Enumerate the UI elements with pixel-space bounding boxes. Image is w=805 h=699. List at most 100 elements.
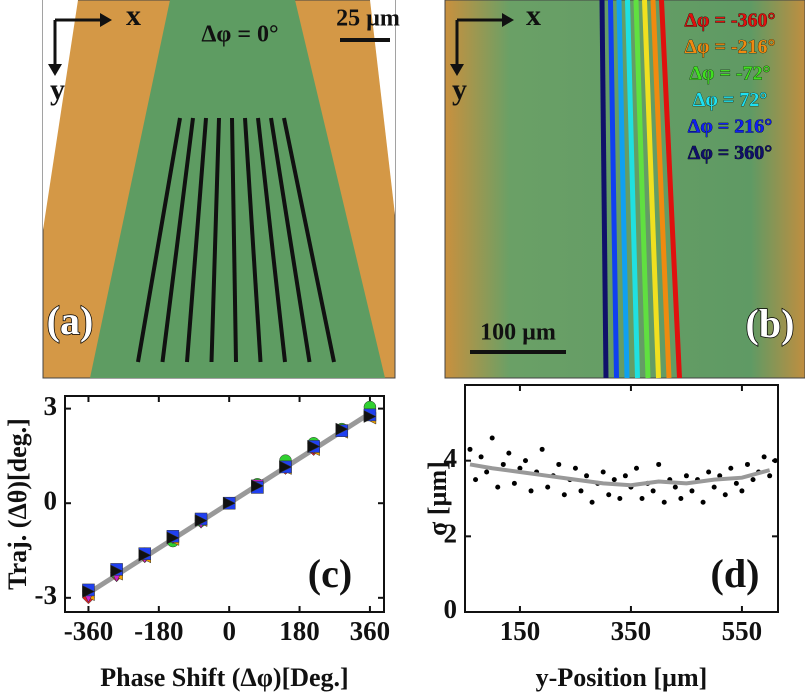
point <box>473 477 479 483</box>
legend-entry: Δφ = -72° <box>689 63 770 85</box>
point <box>166 531 180 545</box>
trajectory <box>185 117 208 363</box>
y-axis-label: σ [µm] <box>423 461 452 536</box>
point <box>761 454 767 460</box>
legend-entry: Δφ = 72° <box>693 89 767 111</box>
point <box>335 422 349 436</box>
axis-y-label: y <box>452 73 467 106</box>
trajectories <box>136 117 336 363</box>
point <box>578 488 584 494</box>
point <box>556 461 562 467</box>
axes-arrows <box>53 18 108 72</box>
legend-entry: Δφ = 216° <box>688 116 772 138</box>
point <box>633 465 639 471</box>
trajectory <box>230 117 238 363</box>
point <box>279 460 293 474</box>
point <box>700 499 706 505</box>
panel-label: (a) <box>47 298 94 343</box>
arrow-heads <box>48 13 112 76</box>
legend-entry: Δφ = 360° <box>688 142 772 164</box>
legend-entry: Δφ = -216° <box>684 36 775 58</box>
trajectory <box>625 0 640 379</box>
point <box>650 488 656 494</box>
point <box>495 484 501 490</box>
point <box>522 458 528 464</box>
y-axis-label: Traj. (Δθ)[deg.] <box>3 418 32 590</box>
panel-label: (b) <box>746 301 795 346</box>
trajectory <box>243 117 263 363</box>
panel-label: (c) <box>308 551 352 596</box>
x-tick-label: 360 <box>350 616 391 646</box>
trajectory <box>650 0 672 379</box>
point <box>739 488 745 494</box>
scale-bar-label: 25 µm <box>336 6 400 32</box>
micrograph-b: x y Δφ = -360° Δφ = -216° Δφ = -72° Δφ = 72… <box>444 0 805 379</box>
point <box>561 492 567 498</box>
x-tick-label: 180 <box>279 616 320 646</box>
point <box>728 465 734 471</box>
arrow-heads <box>450 13 514 76</box>
point <box>110 564 124 578</box>
trajectory <box>608 0 619 379</box>
trajectory <box>256 117 287 363</box>
point <box>722 492 728 498</box>
point <box>639 496 645 501</box>
x-tick-label: 350 <box>611 616 652 646</box>
point <box>589 499 595 505</box>
trajectory <box>209 117 221 363</box>
background <box>43 0 78 230</box>
point <box>467 446 473 452</box>
x-axis-label: y-Position [µm] <box>536 663 708 692</box>
point <box>138 548 152 562</box>
x-tick-label: -180 <box>134 616 184 646</box>
point <box>307 440 321 453</box>
point <box>506 450 512 456</box>
x-tick-label: -360 <box>64 616 114 646</box>
point <box>717 473 723 479</box>
point <box>744 461 750 467</box>
point <box>711 484 717 490</box>
point <box>539 446 545 452</box>
point <box>656 461 662 467</box>
y-tick-label: -3 <box>35 580 58 610</box>
trajectory <box>633 0 651 379</box>
y-tick-label: 0 <box>444 594 458 624</box>
trajectory <box>659 0 682 379</box>
y-tick-label: 3 <box>44 391 58 421</box>
x-axis-label: Phase Shift (Δφ)[Deg.] <box>100 663 348 692</box>
legend: Δφ = -360° Δφ = -216° Δφ = -72° Δφ = 72° Δφ … <box>684 9 776 164</box>
trajectory <box>642 0 661 379</box>
point <box>683 473 689 479</box>
point <box>363 410 377 423</box>
axis-y-label: y <box>50 73 65 106</box>
trajectory <box>282 117 336 363</box>
y-tick-label: 4 <box>444 443 458 473</box>
point <box>478 454 484 460</box>
point <box>222 496 236 510</box>
point <box>661 499 667 505</box>
point <box>611 477 617 483</box>
point <box>572 465 578 471</box>
point <box>689 488 695 494</box>
axes-arrows <box>455 18 510 72</box>
point <box>772 458 778 464</box>
micrograph-a: x y Δφ = 0° 25 µm (a) <box>42 0 400 379</box>
trajectory <box>136 117 182 363</box>
point <box>489 435 495 441</box>
y-tick-label: 2 <box>444 519 458 549</box>
trend-line <box>469 462 771 488</box>
y-tick-label: 0 <box>44 485 58 515</box>
point <box>706 469 712 475</box>
x-tick-label: 150 <box>500 616 541 646</box>
background <box>370 0 395 215</box>
point <box>733 480 739 486</box>
trajectories <box>599 0 682 379</box>
point <box>194 514 208 527</box>
panel-label: (d) <box>711 551 760 596</box>
point <box>484 469 490 475</box>
x-tick-label: 550 <box>722 616 763 646</box>
point <box>750 477 756 483</box>
axis-x-label: x <box>526 0 541 32</box>
